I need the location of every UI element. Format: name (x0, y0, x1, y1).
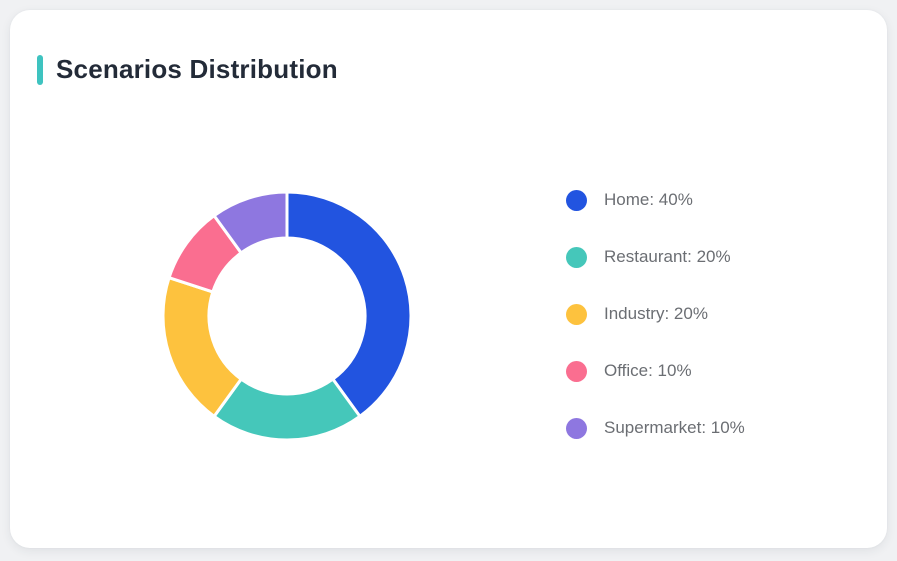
scenarios-distribution-card: Scenarios Distribution Home: 40% Restaura… (10, 10, 887, 548)
pie-segment-home[interactable] (285, 190, 413, 418)
donut-chart-area (157, 186, 417, 446)
donut-chart[interactable] (157, 186, 417, 446)
legend-label-restaurant: Restaurant: 20% (604, 247, 731, 266)
page-title: Scenarios Distribution (56, 54, 338, 84)
legend-item-restaurant[interactable]: Restaurant: 20% (566, 246, 745, 268)
legend-label-office: Office: 10% (604, 361, 692, 380)
legend-label-supermarket: Supermarket: 10% (604, 418, 745, 437)
card-header: Scenarios Distribution (37, 54, 338, 85)
legend-dot-office (566, 360, 587, 382)
legend-dot-industry (566, 303, 587, 325)
legend-label-home: Home: 40% (604, 190, 693, 209)
legend-item-home[interactable]: Home: 40% (566, 189, 745, 211)
pie-segment-supermarket[interactable] (212, 190, 289, 255)
legend-dot-home (566, 189, 587, 211)
legend-label-industry: Industry: 20% (604, 304, 708, 323)
title-accent-bar (37, 54, 43, 85)
legend-item-supermarket[interactable]: Supermarket: 10% (566, 417, 745, 439)
legend-dot-restaurant (566, 246, 587, 268)
chart-legend: Home: 40% Restaurant: 20% Industry: 20% Off… (566, 189, 745, 474)
legend-item-industry[interactable]: Industry: 20% (566, 303, 745, 325)
pie-segment-industry[interactable] (161, 276, 243, 418)
legend-item-office[interactable]: Office: 10% (566, 360, 745, 382)
legend-dot-supermarket (566, 417, 587, 439)
